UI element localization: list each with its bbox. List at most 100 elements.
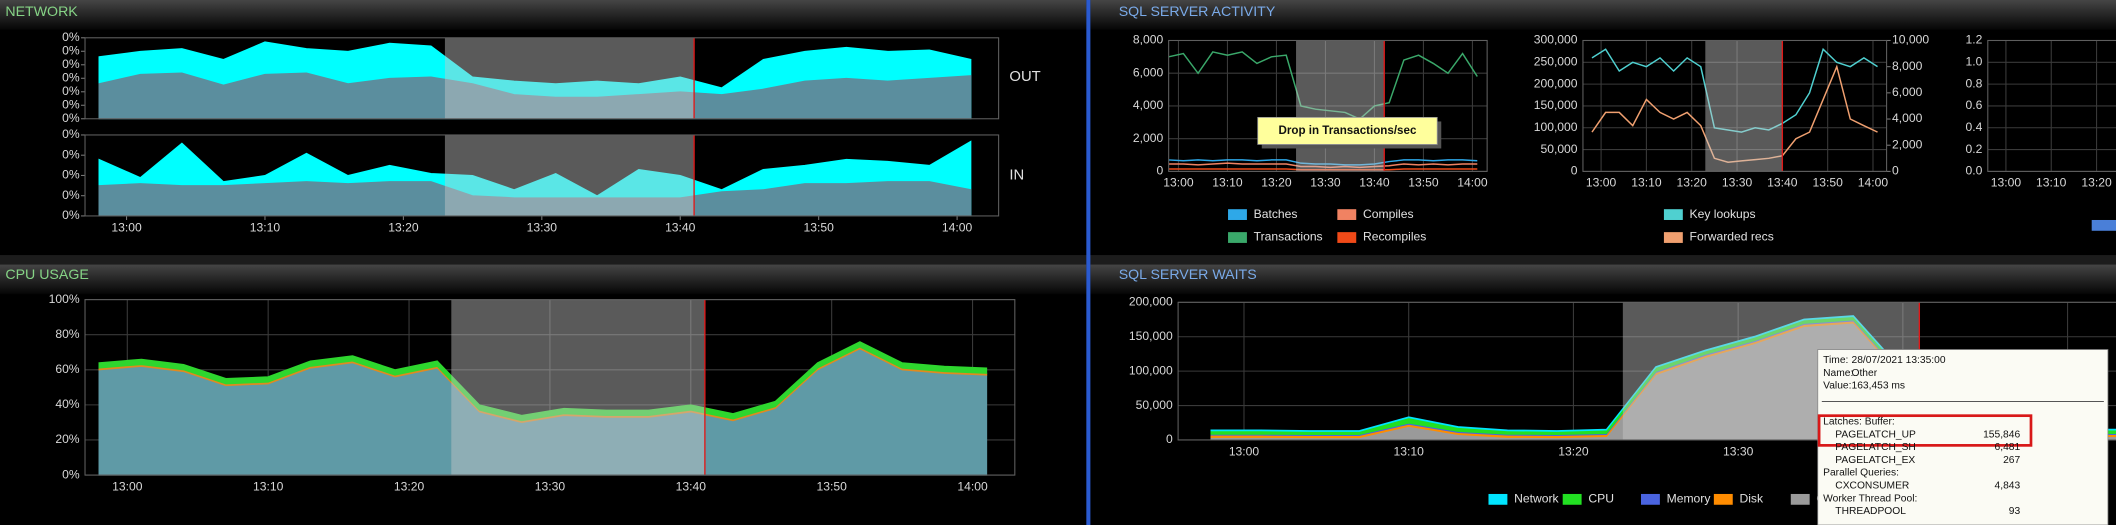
y-tick-label: 8,000 — [1892, 59, 1923, 73]
x-tick-label: 13:20 — [1261, 176, 1292, 190]
legend-swatch — [1228, 232, 1247, 243]
charts: NETWORKOUT0%0%0%0%0%0%0%IN0%0%0%0%0%13:0… — [5, 4, 2116, 506]
legend-label: Batches — [1254, 207, 1298, 221]
panel-title: SQL SERVER ACTIVITY — [1119, 4, 1276, 20]
x-tick-label: 13:30 — [1310, 176, 1341, 190]
y-tick-label: 0.6 — [1966, 98, 1983, 112]
series-line — [1591, 47, 1878, 133]
tooltip-group: Worker Thread Pool: — [1823, 493, 1917, 504]
x-tick-label: 13:50 — [803, 220, 834, 234]
legend-swatch — [1337, 232, 1357, 243]
y-tick-label: 0% — [62, 30, 80, 44]
tooltip-key: PAGELATCH_SH — [1835, 442, 1916, 453]
y-tick-label: 200,000 — [1129, 295, 1173, 309]
tooltip-value: 163,453 ms — [1852, 381, 1906, 392]
legend-swatch — [1790, 493, 1810, 505]
highlight-region — [1296, 40, 1385, 172]
x-tick-label: 13:00 — [1163, 176, 1194, 190]
y-tick-label: 0% — [62, 188, 80, 202]
y-tick-label: 0% — [62, 57, 80, 71]
legend-swatch — [1228, 209, 1247, 220]
y-tick-label: 0.0 — [1966, 164, 1983, 178]
x-tick-label: 13:10 — [1212, 176, 1243, 190]
y-tick-label: 100,000 — [1534, 120, 1578, 134]
y-tick-label: 250,000 — [1534, 55, 1578, 69]
annotation: Drop in Transactions/sec — [1279, 124, 1417, 137]
chart: 0 50,000 100,000 150,000 200,000 250,000 300,0… — [1534, 33, 1930, 244]
y-tick-label: 0.2 — [1966, 142, 1983, 156]
tooltip-key: PAGELATCH_EX — [1835, 455, 1915, 466]
series-area — [98, 181, 972, 217]
series-line — [1168, 162, 1478, 169]
plot-frame — [84, 299, 1016, 476]
panel-title: CPU USAGE — [5, 267, 88, 283]
tooltip-key: THREADPOOL — [1835, 506, 1906, 517]
x-tick-label: 13:00 — [112, 479, 143, 493]
x-tick-label: 13:10 — [2036, 176, 2067, 190]
series-area — [98, 72, 972, 120]
series-line — [1168, 159, 1478, 166]
plot-frame — [1987, 39, 2116, 172]
legend-label: CPU — [1588, 492, 1614, 506]
y-tick-label: 50,000 — [1136, 398, 1173, 412]
y-tick-label: 0.4 — [1966, 120, 1983, 134]
tooltip-value: 4,843 — [1995, 481, 2021, 492]
highlight-region — [1705, 40, 1783, 172]
y-tick-label: 0 — [1892, 164, 1899, 178]
side-label: OUT — [1009, 69, 1040, 85]
x-tick-label: 13:00 — [1229, 444, 1260, 458]
tooltip-key: Name: — [1823, 368, 1853, 379]
x-tick-label: 13:30 — [1723, 444, 1754, 458]
legend-label: Recompiles — [1363, 230, 1426, 244]
highlight-region — [451, 299, 705, 476]
y-tick-label: 2,000 — [1892, 137, 1923, 151]
legend-label: Network — [1514, 492, 1559, 506]
panel-title: NETWORK — [5, 4, 78, 20]
y-tick-label: 0% — [62, 70, 80, 84]
title-bar — [1090, 264, 2116, 295]
x-tick-label: 14:00 — [957, 479, 988, 493]
y-tick-label: 8,000 — [1133, 33, 1164, 47]
tooltip-group: Parallel Queries: — [1823, 468, 1899, 479]
series-line — [1591, 64, 1878, 163]
x-tick-label: 13:30 — [1722, 176, 1753, 190]
side-label: IN — [1009, 167, 1024, 183]
y-tick-label: 20% — [55, 432, 79, 446]
x-tick-label: 13:10 — [1394, 444, 1425, 458]
x-tick-label: 13:40 — [676, 479, 707, 493]
chart: SQL SERVER ACTIVITY 0 2,000 4,000 6,000 8,000… — [1119, 4, 1488, 244]
y-tick-label: 0% — [62, 168, 80, 182]
highlight-region — [444, 134, 695, 216]
x-tick-label: 13:00 — [1586, 176, 1617, 190]
x-tick-label: 13:40 — [1767, 176, 1798, 190]
y-tick-label: 0% — [62, 467, 80, 481]
legend-swatch — [1488, 493, 1508, 505]
y-tick-label: 0% — [62, 43, 80, 57]
tooltip-value: 155,846 — [1983, 429, 2020, 440]
series-area — [98, 341, 988, 422]
x-tick-label: 13:20 — [1558, 444, 1589, 458]
y-tick-label: 0% — [62, 147, 80, 161]
tooltip-key: CXCONSUMER — [1835, 481, 1909, 492]
title-bar — [1090, 0, 2116, 30]
x-tick-label: 13:10 — [250, 220, 281, 234]
y-tick-label: 10,000 — [1892, 33, 1929, 47]
x-tick-label: 13:50 — [1813, 176, 1844, 190]
tooltip-key: Time: — [1823, 355, 1848, 366]
legend-label: Disk — [1739, 492, 1764, 506]
y-tick-label: 6,000 — [1892, 85, 1923, 99]
x-tick-label: 13:50 — [817, 479, 848, 493]
chart: 0.0 0.2 0.4 0.6 0.8 1.0 1.2 13:00 13:10 13:20 — [1966, 33, 2116, 190]
chart: CPU USAGE 0% 20% 40% 60% 80% 100% 13:00 13:10 13:… — [5, 267, 1016, 493]
y-tick-label: 1.2 — [1966, 33, 1983, 47]
legend-swatch — [2091, 219, 2116, 231]
x-tick-label: 13:20 — [394, 479, 425, 493]
x-tick-label: 13:00 — [111, 220, 142, 234]
legend-label: Key lookups — [1690, 207, 1756, 221]
tooltip-value: 93 — [2009, 506, 2021, 517]
legend-label: Memory — [1667, 492, 1712, 506]
y-tick-label: 40% — [55, 397, 79, 411]
x-tick-label: 13:50 — [1408, 176, 1439, 190]
y-tick-label: 0% — [62, 208, 80, 222]
panel-title: SQL SERVER WAITS — [1119, 267, 1257, 283]
